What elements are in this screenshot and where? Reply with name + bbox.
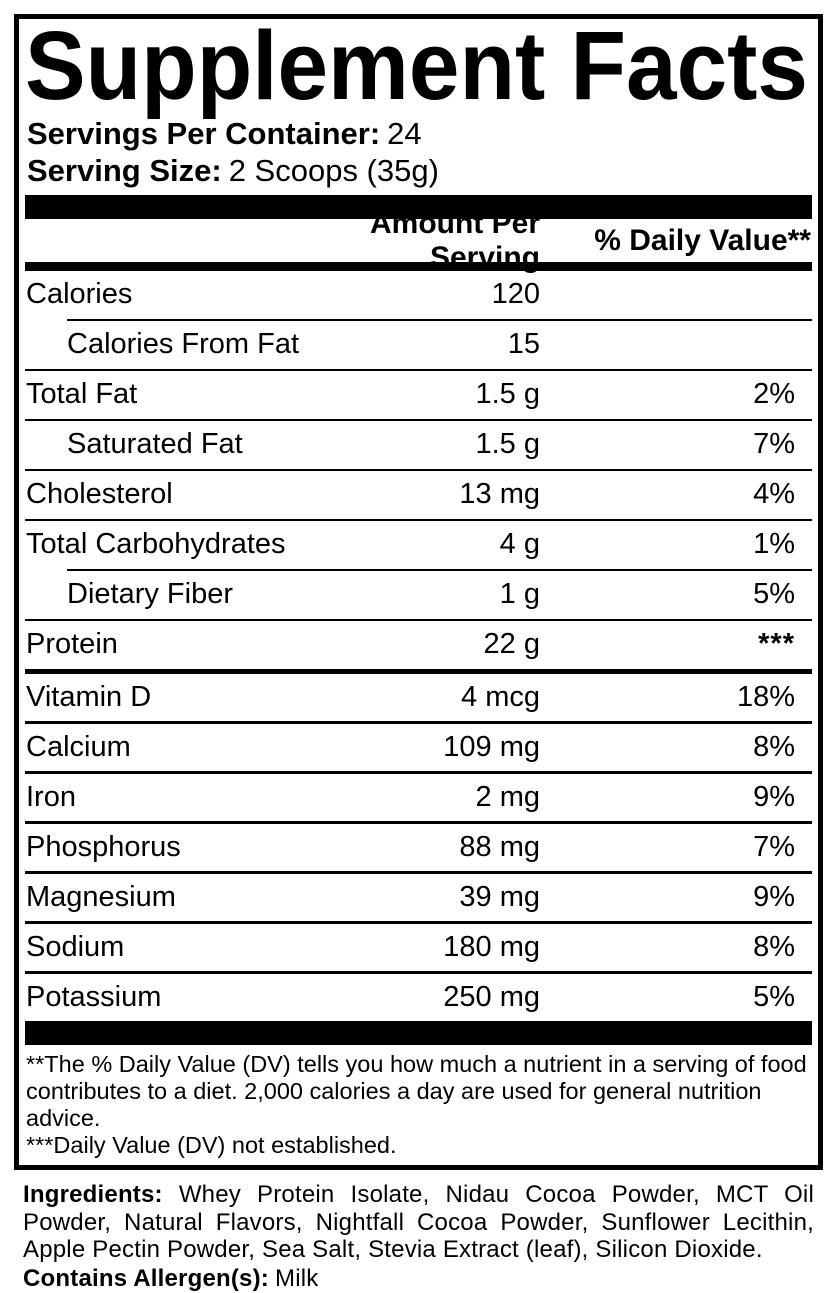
row-divider <box>25 771 812 774</box>
nutrient-daily-value: 4% <box>753 478 795 511</box>
nutrient-amount: 1 g <box>499 578 540 611</box>
servings-per-container-label: Servings Per Container: <box>27 116 381 151</box>
nutrient-row-magnesium: Magnesium 39 mg 9% <box>25 874 812 922</box>
supplement-facts-panel: Supplement Facts Servings Per Container:… <box>14 11 823 1170</box>
daily-value-footnote: **The % Daily Value (DV) tells you how m… <box>26 1051 807 1131</box>
servings-per-container: Servings Per Container: 24 <box>27 115 812 152</box>
nutrient-row-protein: Protein 22 g *** <box>25 621 812 669</box>
nutrient-name: Total Carbohydrates <box>26 528 286 561</box>
servings-per-container-value: 24 <box>387 116 422 151</box>
nutrient-name: Iron <box>26 780 76 813</box>
ingredients-paragraph: Ingredients: Whey Protein Isolate, Nidau… <box>23 1181 814 1264</box>
nutrient-amount: 2 mg <box>475 780 540 813</box>
nutrient-daily-value: *** <box>758 628 795 661</box>
serving-size: Serving Size: 2 Scoops (35g) <box>27 152 812 189</box>
nutrient-daily-value: 18% <box>736 680 795 713</box>
row-divider <box>67 568 812 571</box>
nutrient-row-calories: Calories 120 <box>25 271 812 319</box>
nutrient-amount: 13 mg <box>459 478 540 511</box>
row-divider <box>25 468 812 471</box>
nutrient-amount: 22 g <box>483 628 540 661</box>
nutrient-name: Dietary Fiber <box>67 578 233 611</box>
nutrient-row-dietary-fiber: Dietary Fiber 1 g 5% <box>25 571 812 619</box>
serving-info: Servings Per Container: 24 Serving Size: 2… <box>25 115 812 189</box>
allergens-value: Milk <box>275 1264 319 1292</box>
nutrient-row-calories-from-fat: Calories From Fat 15 <box>25 321 812 369</box>
allergens-line: Contains Allergen(s): Milk <box>23 1264 814 1293</box>
nutrient-amount: 250 mg <box>443 980 540 1013</box>
section-divider <box>25 668 812 674</box>
nutrient-daily-value: 8% <box>753 730 795 763</box>
nutrient-row-saturated-fat: Saturated Fat 1.5 g 7% <box>25 421 812 469</box>
nutrient-amount: 180 mg <box>443 930 540 963</box>
nutrient-name: Protein <box>26 628 118 661</box>
panel-title-text: Supplement Facts <box>25 11 808 120</box>
section-bar-bottom <box>25 1021 812 1045</box>
row-divider <box>25 871 812 874</box>
nutrient-daily-value: 8% <box>753 930 795 963</box>
row-divider <box>25 618 812 621</box>
header-rule <box>25 262 812 271</box>
not-established-footnote: ***Daily Value (DV) not established. <box>26 1132 397 1158</box>
row-divider <box>25 418 812 421</box>
row-divider <box>67 318 812 321</box>
nutrient-row-total-fat: Total Fat 1.5 g 2% <box>25 371 812 419</box>
nutrient-daily-value: 5% <box>753 980 795 1013</box>
serving-size-value: 2 Scoops (35g) <box>228 153 439 188</box>
nutrient-name: Calories <box>26 278 133 311</box>
ingredients-list: Whey Protein Isolate, Nidau Cocoa Powder… <box>23 1181 814 1263</box>
supplement-facts-title: Supplement Facts <box>25 11 808 120</box>
nutrient-amount: 4 mcg <box>461 680 540 713</box>
nutrient-daily-value: 1% <box>753 528 795 561</box>
ingredients-label: Ingredients: <box>23 1181 163 1208</box>
row-divider <box>25 971 812 974</box>
nutrient-amount: 109 mg <box>443 730 540 763</box>
nutrient-daily-value: 2% <box>753 378 795 411</box>
nutrient-row-potassium: Potassium 250 mg 5% <box>25 974 812 1022</box>
table-header-row: Amount Per Serving % Daily Value** <box>25 207 812 274</box>
nutrient-row-calcium: Calcium 109 mg 8% <box>25 724 812 772</box>
nutrient-name: Sodium <box>26 930 125 963</box>
nutrient-amount: 1.5 g <box>475 428 541 461</box>
nutrient-row-vitamin-d: Vitamin D 4 mcg 18% <box>25 674 812 722</box>
row-divider <box>25 921 812 924</box>
allergens-label: Contains Allergen(s): <box>23 1264 269 1292</box>
nutrient-name: Vitamin D <box>26 680 152 713</box>
nutrient-name: Calcium <box>26 730 131 763</box>
nutrient-daily-value: 7% <box>753 428 795 461</box>
nutrient-daily-value: 9% <box>753 780 795 813</box>
nutrient-amount: 4 g <box>499 528 540 561</box>
nutrient-row-iron: Iron 2 mg 9% <box>25 774 812 822</box>
nutrient-name: Saturated Fat <box>67 428 243 461</box>
nutrient-daily-value: 7% <box>753 830 795 863</box>
nutrient-row-sodium: Sodium 180 mg 8% <box>25 924 812 972</box>
nutrient-amount: 1.5 g <box>475 378 541 411</box>
nutrient-name: Potassium <box>26 980 162 1013</box>
footnotes: **The % Daily Value (DV) tells you how m… <box>25 1051 812 1159</box>
nutrient-row-phosphorus: Phosphorus 88 mg 7% <box>25 824 812 872</box>
nutrient-daily-value: 5% <box>753 578 795 611</box>
row-divider <box>25 518 812 521</box>
nutrient-name: Phosphorus <box>26 830 181 863</box>
nutrient-name: Calories From Fat <box>67 328 300 361</box>
serving-size-label: Serving Size: <box>27 153 222 188</box>
nutrient-name: Total Fat <box>26 378 138 411</box>
header-amount-per-serving: Amount Per Serving <box>369 206 540 274</box>
nutrient-amount: 120 <box>491 278 540 311</box>
row-divider <box>25 821 812 824</box>
nutrient-row-cholesterol: Cholesterol 13 mg 4% <box>25 471 812 519</box>
nutrient-name: Cholesterol <box>26 478 173 511</box>
header-daily-value: % Daily Value** <box>594 223 811 257</box>
nutrient-daily-value: 9% <box>753 880 795 913</box>
nutrient-amount: 88 mg <box>459 830 540 863</box>
nutrient-amount: 15 <box>507 328 540 361</box>
row-divider <box>25 721 812 724</box>
row-divider <box>25 368 812 371</box>
nutrient-amount: 39 mg <box>459 880 540 913</box>
section-bar-top <box>25 195 812 219</box>
panel-title-wrap: Supplement Facts <box>25 11 812 120</box>
nutrient-row-total-carbohydrates: Total Carbohydrates 4 g 1% <box>25 521 812 569</box>
nutrient-name: Magnesium <box>26 880 176 913</box>
